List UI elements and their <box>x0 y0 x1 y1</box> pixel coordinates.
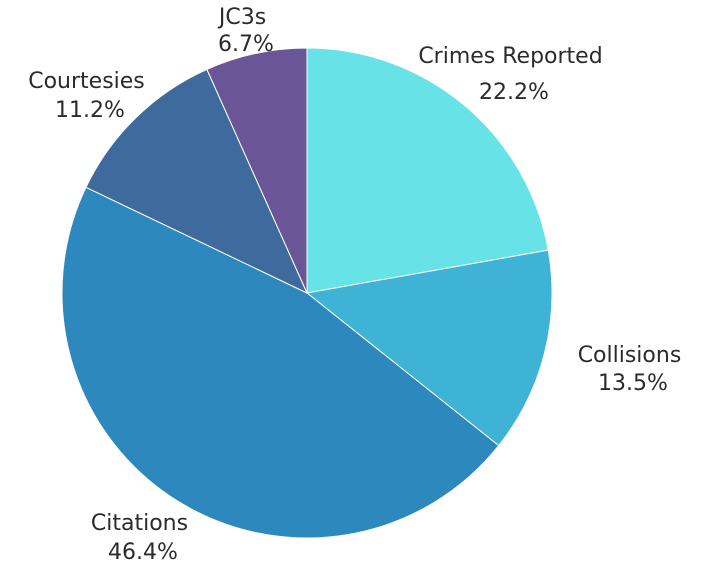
slice-label-crimes-reported: Crimes Reported 22.2% <box>418 44 609 105</box>
pie-slice-jc3s <box>206 47 308 294</box>
pie-slice-crimes-reported <box>306 47 549 294</box>
slice-percent-citations: 46.4% <box>108 540 178 565</box>
slice-percent-crimes-reported: 22.2% <box>479 80 549 105</box>
slice-percent-jc3s: 6.7% <box>218 32 274 57</box>
slice-label-collisions: Collisions 13.5% <box>578 343 689 396</box>
pie-slice-collisions <box>305 249 553 447</box>
pie-slice-courtesies <box>85 68 309 295</box>
slice-percent-courtesies: 11.2% <box>55 98 125 123</box>
slices-layer <box>61 47 553 539</box>
slice-label-courtesies: Courtesies 11.2% <box>28 69 152 123</box>
slice-percent-collisions: 13.5% <box>598 371 668 396</box>
slice-name-courtesies: Courtesies <box>28 69 145 94</box>
slice-name-jc3s: JC3s <box>217 5 266 30</box>
slice-name-crimes-reported: Crimes Reported <box>418 44 602 69</box>
slice-label-jc3s: JC3s 6.7% <box>217 5 274 57</box>
slice-name-citations: Citations <box>91 511 188 536</box>
slice-label-citations: Citations 46.4% <box>91 511 195 565</box>
pie-slice-citations <box>61 186 500 539</box>
slice-name-collisions: Collisions <box>578 343 682 368</box>
labels-layer: Crimes Reported 22.2% Collisions 13.5% C… <box>28 5 689 565</box>
